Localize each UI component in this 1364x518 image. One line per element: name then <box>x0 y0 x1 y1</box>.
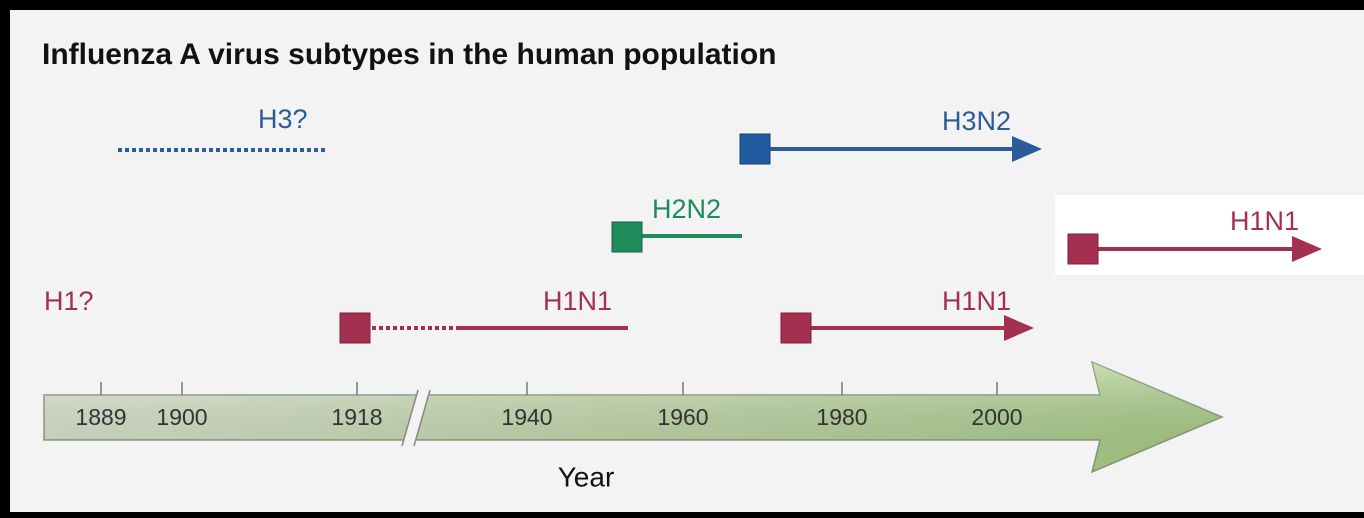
tick-label: 2000 <box>971 404 1022 430</box>
start-square <box>780 312 812 344</box>
subtype-label: H1N1 <box>942 286 1011 316</box>
break-line <box>413 389 431 447</box>
tick-label: 1918 <box>331 404 382 430</box>
tick-label: 1960 <box>657 404 708 430</box>
subtype-label: H3? <box>258 104 308 134</box>
start-square <box>611 221 643 253</box>
axis-label: Year <box>558 461 615 492</box>
tick-label: 1889 <box>75 404 126 430</box>
ticks: 1889 1900 1918 1940 1960 1980 2000 <box>75 382 1023 430</box>
axis-break <box>402 390 430 446</box>
title: Influenza A virus subtypes in the human … <box>42 38 777 71</box>
start-square <box>339 312 371 344</box>
tick-label: 1980 <box>816 404 867 430</box>
start-square <box>739 133 771 165</box>
subtype-label: H1N1 <box>543 286 612 316</box>
start-square <box>1067 233 1099 265</box>
subtype-label: H3N2 <box>942 106 1011 136</box>
subtype-label: H2N2 <box>652 194 721 224</box>
tick-label: 1900 <box>156 404 207 430</box>
arrowhead <box>1004 315 1034 341</box>
break-line <box>401 389 419 447</box>
timeline-shade <box>44 362 1222 472</box>
subtype-label: H1? <box>44 286 94 316</box>
arrowhead <box>1012 136 1042 162</box>
subtype-label: H1N1 <box>1230 206 1299 236</box>
highlight-box <box>1055 195 1364 275</box>
arrowhead <box>1292 236 1322 262</box>
tick-label: 1940 <box>501 404 552 430</box>
